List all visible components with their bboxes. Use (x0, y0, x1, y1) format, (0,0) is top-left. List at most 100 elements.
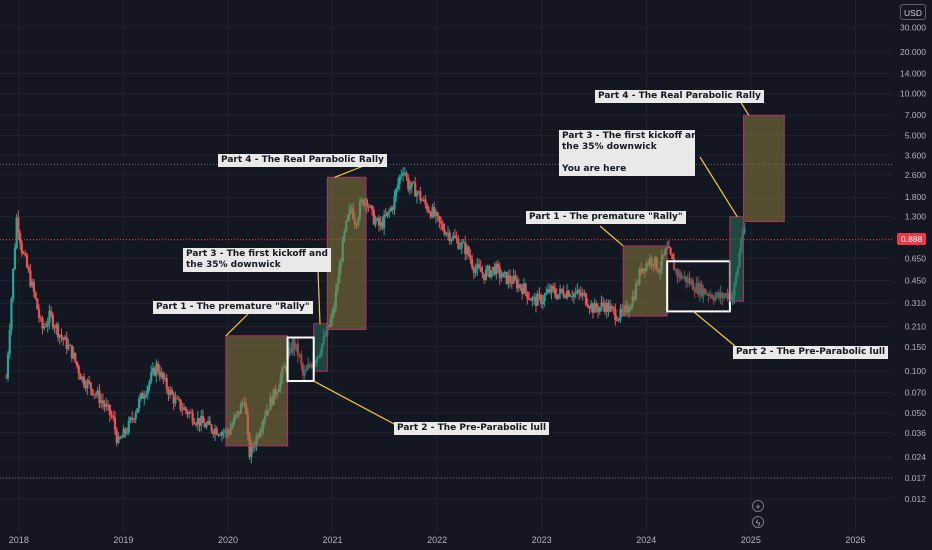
candle-body (372, 209, 375, 225)
candle-body (591, 303, 595, 313)
add-icon[interactable]: + (752, 500, 764, 512)
candle-body (101, 400, 104, 404)
candle-body (69, 344, 72, 346)
candle-body (295, 343, 298, 350)
candle-body (24, 253, 27, 256)
candle-body (562, 291, 565, 297)
candle-body (124, 428, 127, 434)
candle-body (598, 307, 601, 312)
candle-body (453, 235, 456, 238)
candle-body (122, 428, 125, 438)
candle-body (91, 389, 94, 395)
candle-body (427, 210, 431, 213)
candle-body (467, 246, 470, 256)
candle-body (395, 188, 398, 196)
candle-body (44, 326, 48, 328)
candle-body (569, 296, 572, 298)
candle-body (541, 301, 544, 305)
candle-body (15, 217, 18, 249)
candle-body (476, 264, 479, 270)
candle-body (87, 380, 91, 383)
candle-body (612, 307, 615, 310)
candle-body (716, 292, 719, 296)
x-tick-label: 2019 (113, 535, 133, 545)
y-tick-label: 10.000 (900, 89, 926, 99)
candle-body (565, 290, 569, 298)
candle-body (94, 394, 98, 396)
candle-body (300, 354, 303, 365)
candle-body (46, 323, 49, 327)
candle-body (63, 336, 67, 340)
candle-body (379, 221, 382, 226)
candle-body (5, 377, 8, 379)
candle-body (469, 255, 472, 260)
lightning-icon[interactable]: ϟ (752, 516, 764, 528)
candle-body (553, 288, 557, 295)
candle-body (448, 232, 451, 242)
cycle1-part3-label: Part 3 - The first kickoff and the 35% d… (183, 248, 331, 272)
y-tick-label: 0.050 (905, 408, 927, 418)
candle-body (603, 305, 607, 312)
x-tick-label: 2026 (845, 535, 865, 545)
candle-body (491, 266, 494, 271)
candle-body (721, 292, 724, 299)
candle-body (576, 290, 579, 293)
candle-body (477, 264, 481, 268)
candle-body (189, 412, 192, 414)
candle-body (155, 363, 158, 376)
currency-button[interactable]: USD (900, 4, 926, 20)
candle-body (6, 354, 10, 378)
candle-body (217, 434, 220, 436)
candle-body (50, 311, 53, 315)
candle-body (41, 318, 44, 329)
candle-body (683, 276, 686, 278)
candle-body (436, 212, 439, 217)
cycle2-part4-label: Part 4 - The Real Parabolic Rally (595, 90, 764, 103)
candle-body (422, 199, 425, 201)
candle-body (391, 207, 394, 210)
candle-body (686, 277, 689, 283)
candle-body (79, 373, 82, 380)
candle-body (222, 432, 225, 434)
candle-body (39, 317, 42, 319)
candle-body (457, 239, 460, 249)
candle-body (719, 292, 722, 299)
candle-body (531, 297, 534, 301)
candle-body (717, 292, 720, 299)
candle-body (509, 275, 512, 282)
candle-body (410, 181, 413, 187)
candle-body (34, 292, 37, 299)
candle-body (712, 298, 715, 301)
candle-body (198, 417, 201, 426)
y-tick-label: 0.310 (905, 298, 927, 308)
candle-body (684, 276, 688, 283)
candle-body (32, 281, 35, 293)
candle-body (17, 217, 20, 233)
candle-body (557, 293, 560, 299)
candle-body (545, 292, 548, 295)
candle-body (98, 390, 101, 404)
candle-body (131, 417, 134, 420)
candle-body (141, 393, 144, 399)
candle-body (743, 229, 746, 231)
candle-body (70, 345, 73, 359)
candle-body (105, 404, 108, 407)
candle-body (25, 255, 29, 268)
candle-body (458, 247, 462, 249)
x-tick-label: 2022 (427, 535, 447, 545)
cycle1-part3-box (313, 323, 328, 372)
candle-body (445, 233, 448, 235)
candle-body (10, 298, 13, 330)
candle-body (619, 308, 622, 319)
candle-body (438, 216, 441, 222)
cycle2-part2-connector (692, 310, 736, 347)
candle-body (507, 275, 510, 284)
cycle1-part4-box (326, 176, 367, 330)
candle-body (441, 223, 444, 230)
candle-body (486, 266, 489, 270)
candle-body (502, 272, 505, 278)
candle-body (415, 192, 419, 197)
candle-body (250, 444, 253, 457)
candle-body (119, 436, 122, 439)
